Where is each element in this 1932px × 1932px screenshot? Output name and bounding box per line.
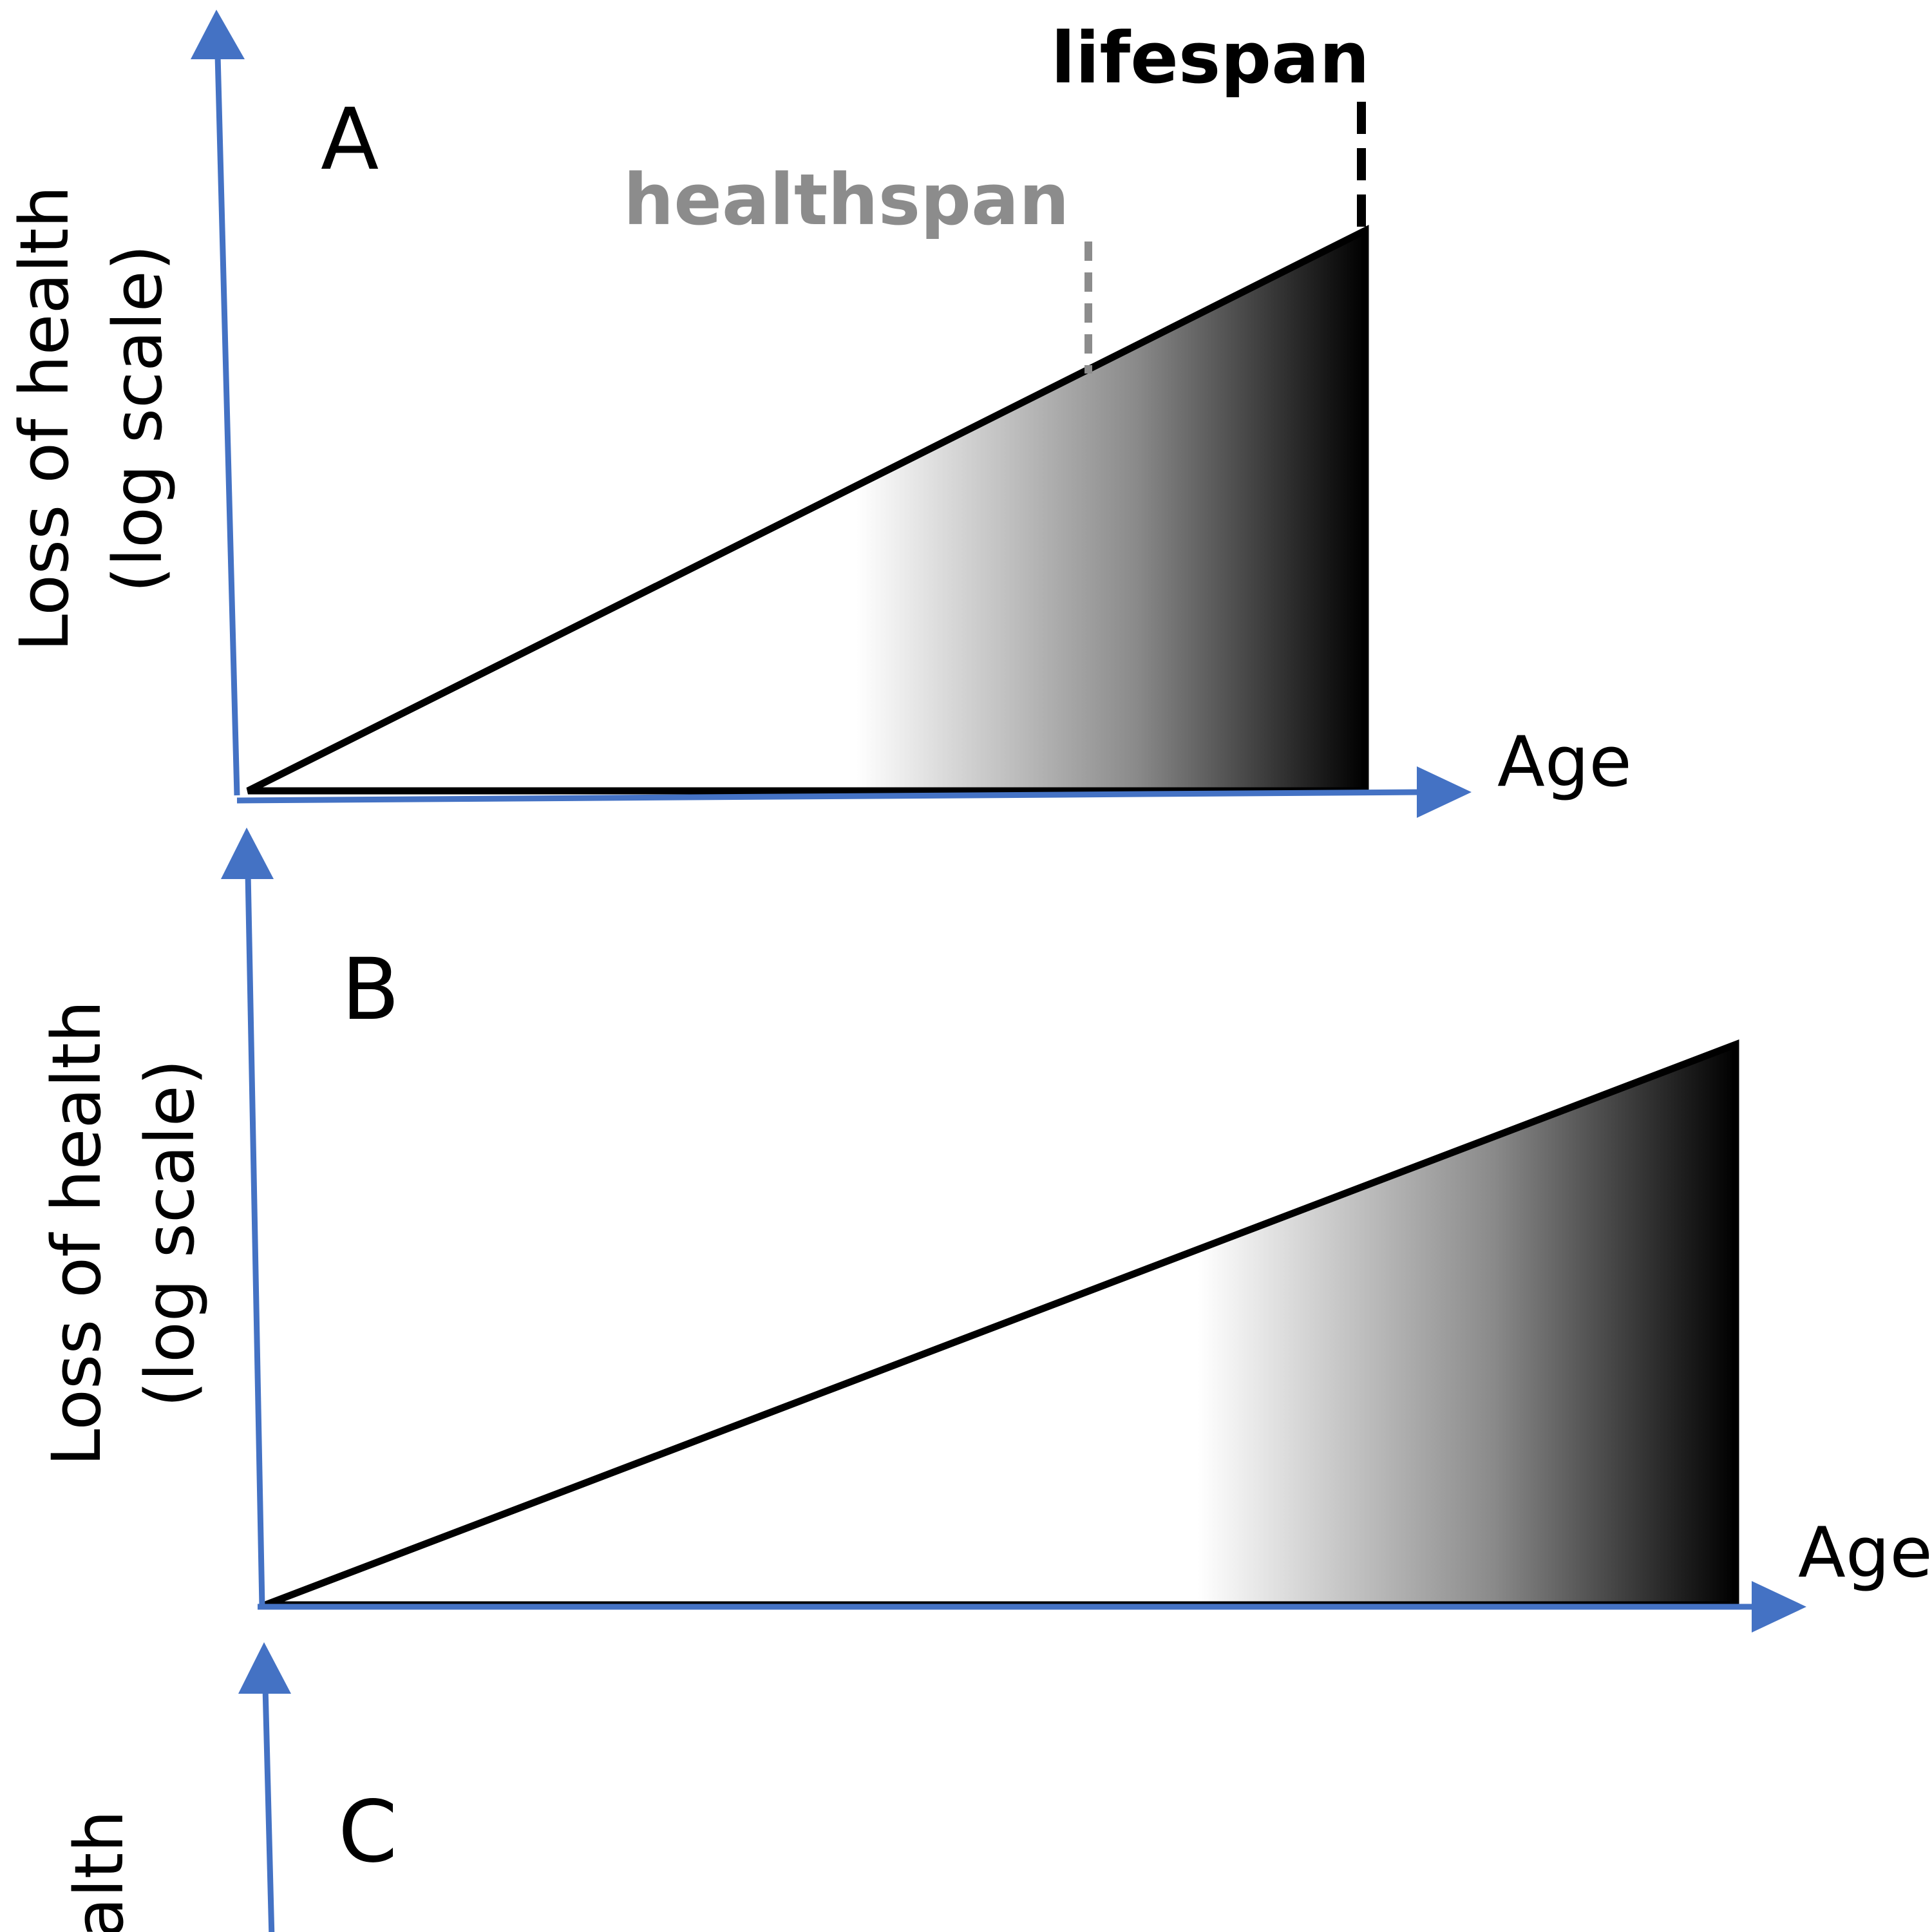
panel-a-y-axis xyxy=(214,54,240,796)
panel-b-y-axis xyxy=(245,872,265,1607)
panel-a-x-axis xyxy=(236,789,1424,804)
arrow-up-icon xyxy=(191,10,245,59)
panel-b: B Loss of health (log scale) Age xyxy=(37,828,1932,1633)
arrow-right-icon xyxy=(1417,766,1472,818)
lifespan-label: lifespan xyxy=(1051,17,1370,99)
panel-b-wedge xyxy=(264,1039,1739,1609)
panel-b-y-label-line1: Loss of health xyxy=(37,1000,116,1466)
panel-a-letter: A xyxy=(321,90,379,189)
panel-c-letter: C xyxy=(338,1783,397,1882)
panel-c-y-label-partial: alth xyxy=(60,1810,138,1932)
panel-a-y-label-line1: Loss of health xyxy=(5,185,84,652)
panel-a-y-label-line2: (log scale) xyxy=(99,245,177,593)
panel-c-y-axis xyxy=(262,1687,275,1932)
panel-b-x-label: Age xyxy=(1798,1513,1932,1593)
healthspan-label: healthspan xyxy=(623,158,1070,241)
panel-b-y-label-line2: (log scale) xyxy=(131,1059,209,1408)
panel-a-x-label: Age xyxy=(1497,722,1632,802)
arrow-up-icon xyxy=(221,828,274,879)
arrow-right-icon xyxy=(1752,1581,1806,1633)
panel-c: C alth xyxy=(60,1642,397,1932)
panel-b-letter: B xyxy=(341,940,400,1039)
arrow-up-icon xyxy=(238,1642,291,1694)
panel-a-wedge xyxy=(246,225,1369,795)
panel-a: A Loss of health (log scale) Age healths… xyxy=(5,10,1632,818)
